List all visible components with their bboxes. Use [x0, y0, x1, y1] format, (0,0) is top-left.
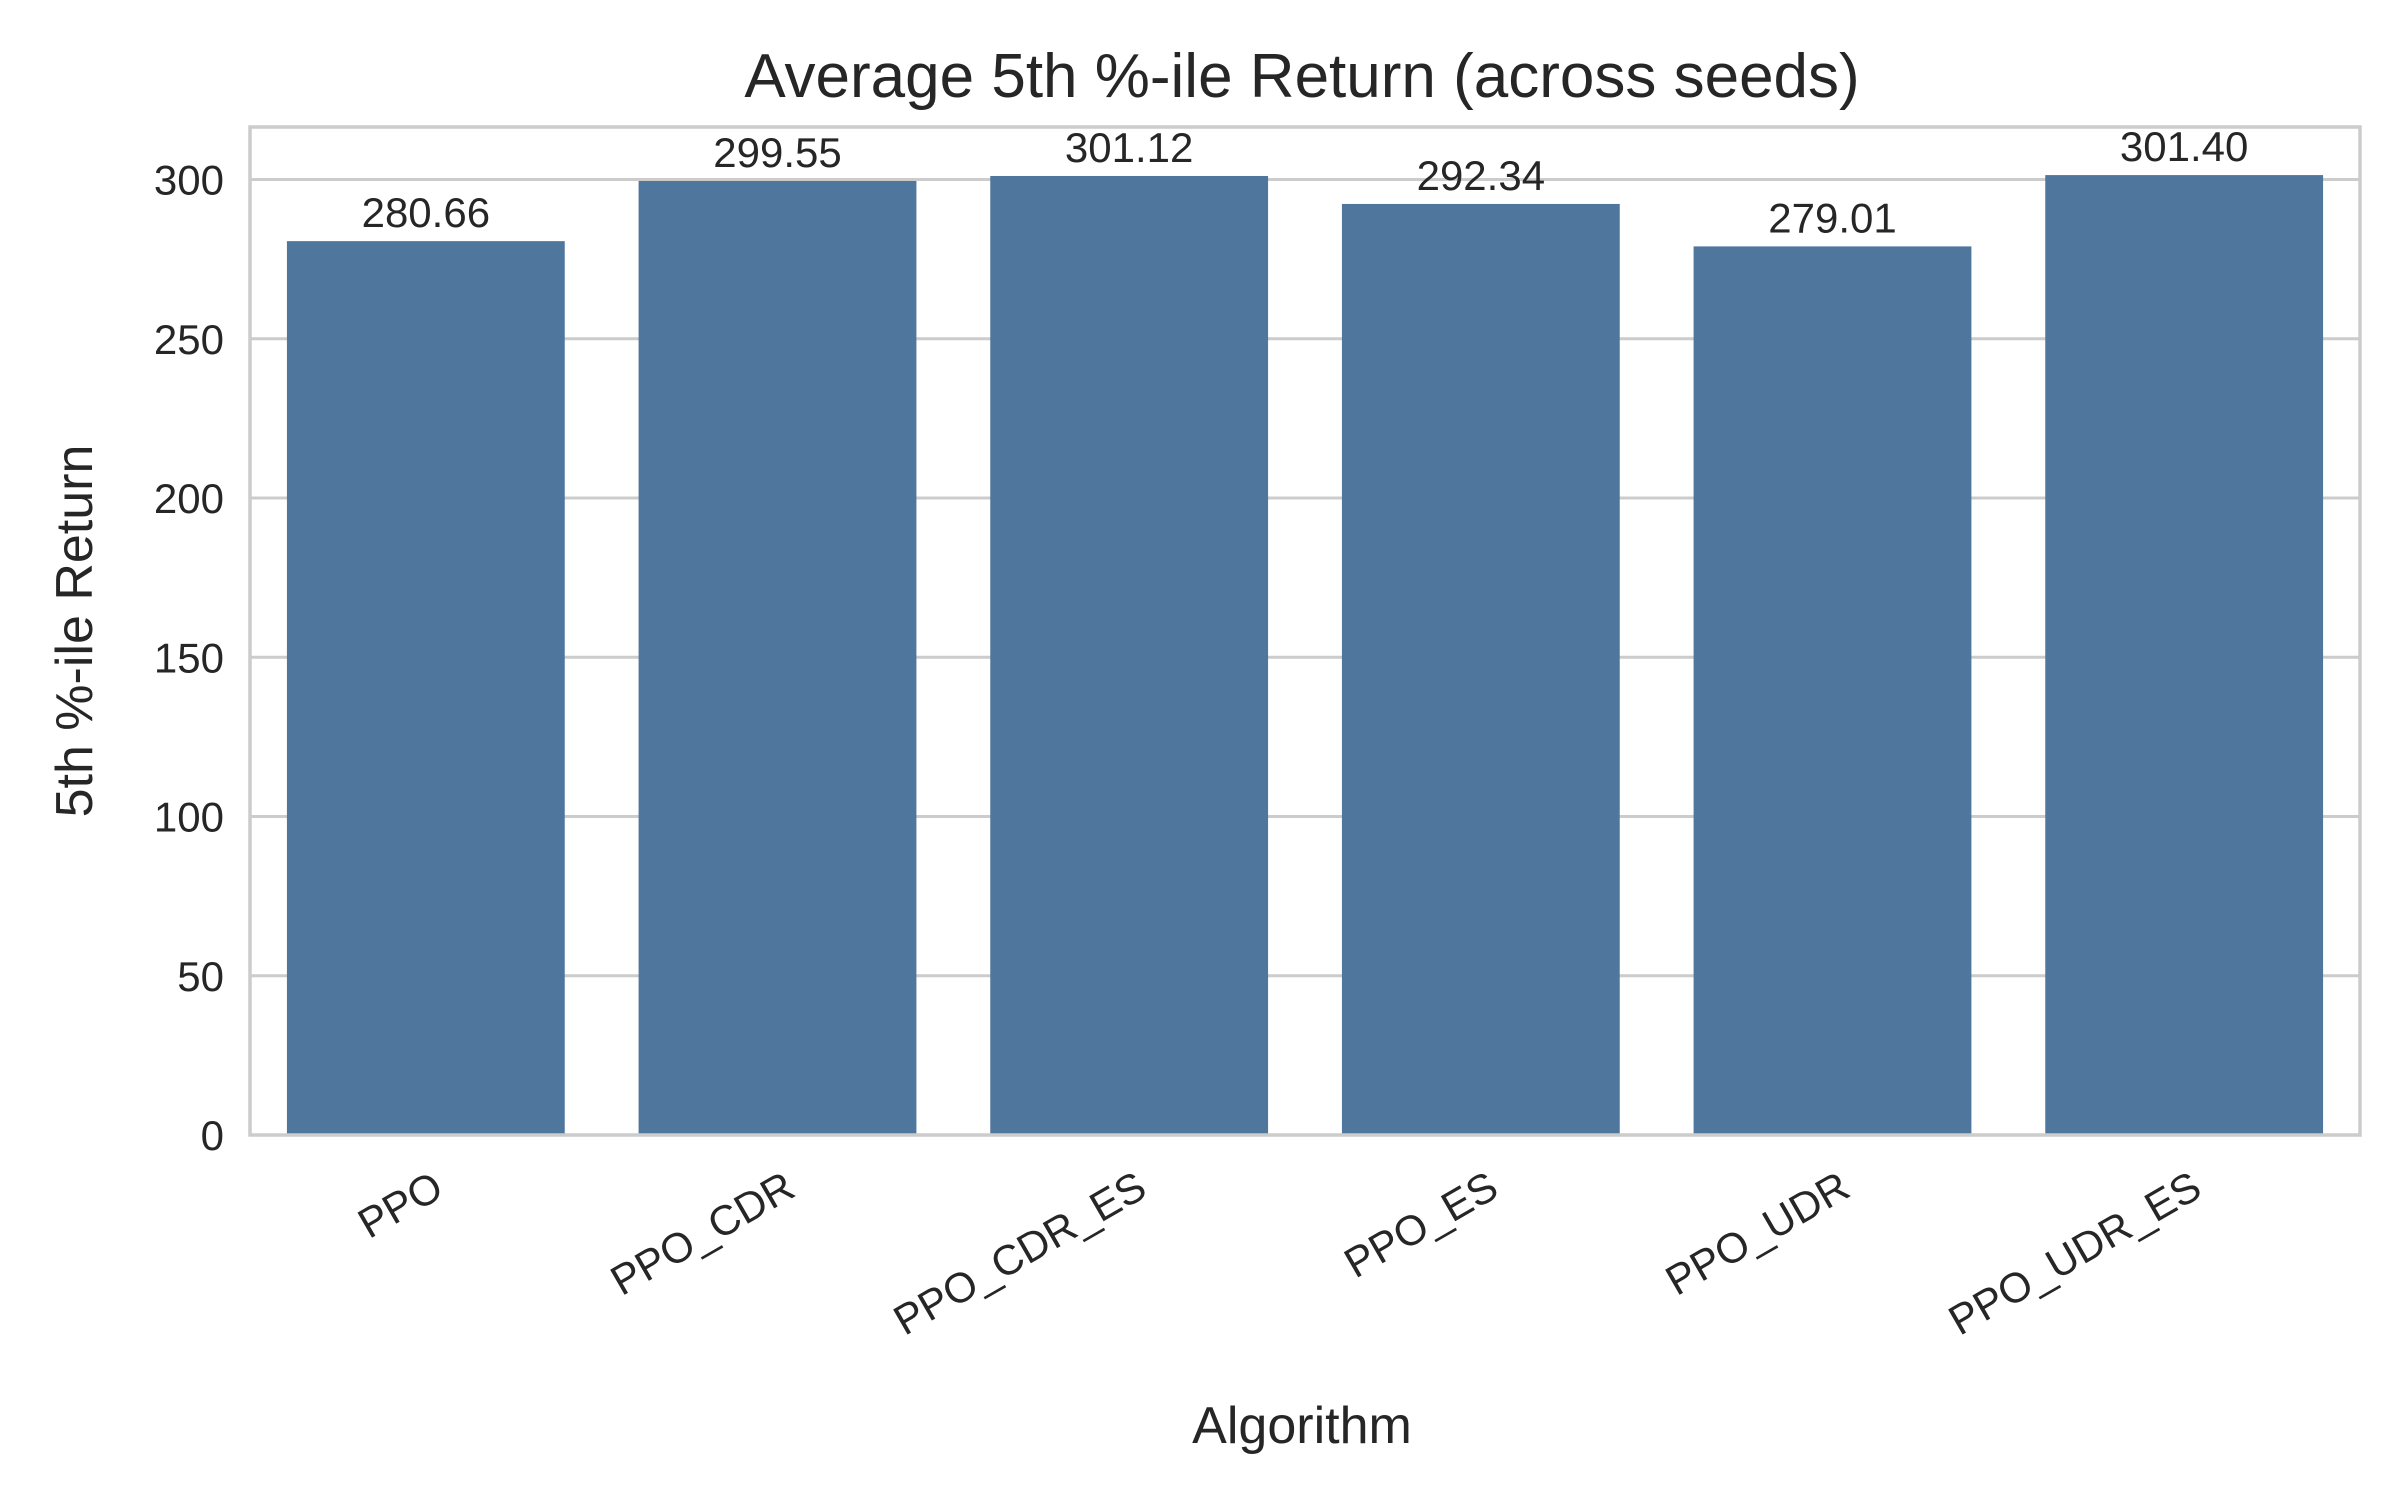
bar-value-label: 279.01: [1768, 194, 1896, 241]
x-tick-label: PPO_UDR: [1658, 1162, 1857, 1304]
y-tick-label: 50: [177, 953, 224, 1000]
bars: [286, 175, 2324, 1136]
x-tick-label: PPO: [350, 1162, 450, 1247]
gridlines: [250, 178, 2360, 978]
x-tick-label: PPO_CDR_ES: [886, 1162, 1154, 1344]
bar-value-label: 301.40: [2120, 123, 2248, 170]
bar-value-labels: 280.66 299.55 301.12 292.34 279.01 301.40: [362, 123, 2249, 241]
y-tick-label: 0: [201, 1112, 224, 1159]
bar-ppo: [286, 241, 565, 1135]
plot-frame: [248, 125, 2362, 1137]
bar-ppo-cdr-es: [990, 175, 1269, 1136]
bar-ppo-cdr: [638, 180, 917, 1136]
bar-value-label: 280.66: [362, 189, 490, 236]
y-tick-label: 150: [154, 634, 224, 681]
x-axis-label: Algorithm: [1192, 1397, 1412, 1455]
bar-value-label: 292.34: [1417, 152, 1545, 199]
bar-ppo-es: [1341, 203, 1620, 1136]
x-tick-label: PPO_CDR: [603, 1162, 802, 1304]
y-axis-ticks: 0 50 100 150 200 250 300: [154, 157, 224, 1159]
chart-title: Average 5th %-ile Return (across seeds): [744, 42, 1859, 111]
y-tick-label: 100: [154, 794, 224, 841]
bar-value-label: 299.55: [713, 129, 841, 176]
bar-ppo-udr-es: [2045, 175, 2324, 1135]
y-axis-label: 5th %-ile Return: [46, 445, 104, 818]
bar-ppo-udr: [1693, 246, 1972, 1136]
y-tick-label: 250: [154, 316, 224, 363]
x-tick-label: PPO_ES: [1336, 1162, 1505, 1287]
x-axis-ticks: PPO PPO_CDR PPO_CDR_ES PPO_ES PPO_UDR PPO_UDR…: [350, 1162, 2209, 1344]
x-tick-label: PPO_UDR_ES: [1941, 1162, 2209, 1344]
y-tick-label: 300: [154, 157, 224, 204]
y-tick-label: 200: [154, 475, 224, 522]
bar-value-label: 301.12: [1065, 124, 1193, 171]
